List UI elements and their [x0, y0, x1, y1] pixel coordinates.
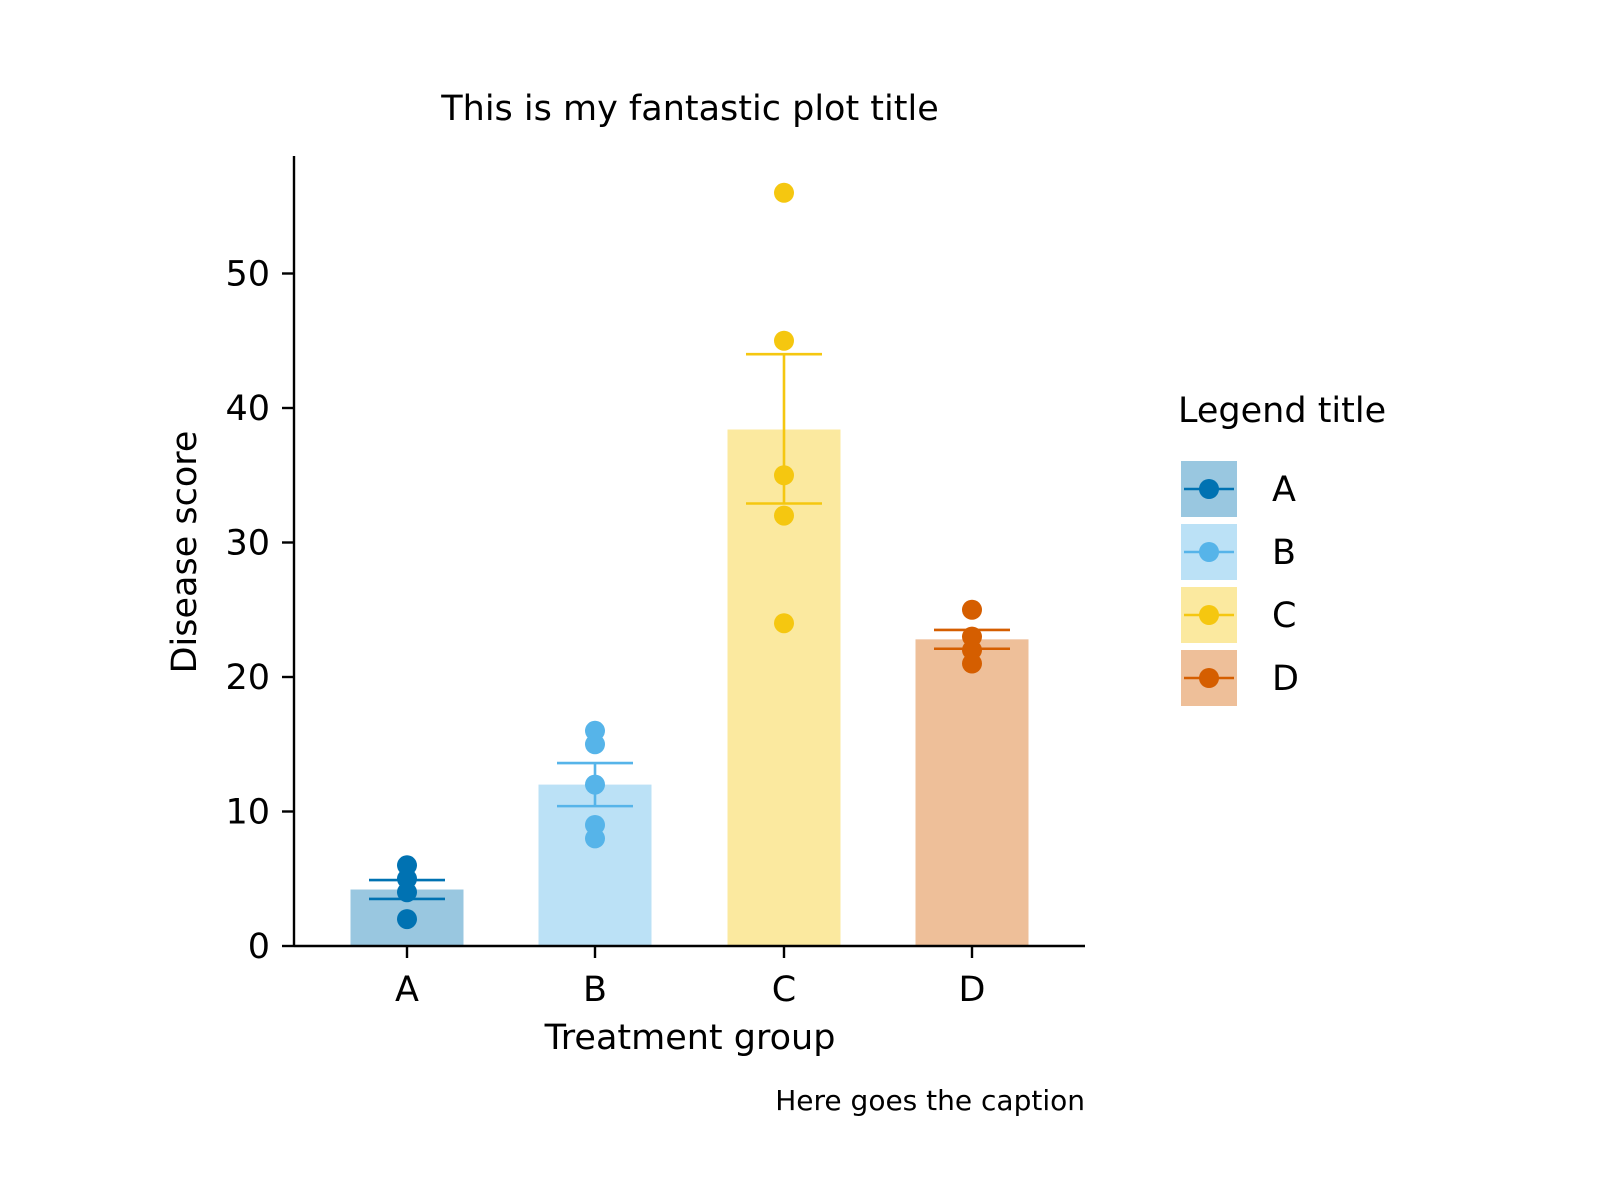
x-tick-label: B — [583, 970, 607, 1010]
legend-key-point — [1199, 479, 1219, 499]
chart-title: This is my fantastic plot title — [440, 89, 938, 129]
data-point-a — [397, 882, 417, 903]
legend-item-b: B — [1181, 524, 1296, 580]
y-tick-label: 10 — [225, 793, 270, 833]
y-tick-label: 30 — [225, 524, 270, 564]
bar-b — [538, 784, 652, 946]
data-points — [397, 182, 982, 930]
legend-item-d: D — [1181, 650, 1299, 706]
legend-label: A — [1272, 470, 1296, 510]
y-axis-label: Disease score — [165, 431, 205, 674]
data-point-b — [585, 734, 605, 755]
x-axis-label: Treatment group — [544, 1018, 836, 1058]
x-tick-label: A — [395, 970, 419, 1010]
data-point-a — [397, 909, 417, 930]
legend-key-point — [1199, 542, 1219, 562]
data-point-d — [962, 599, 982, 620]
legend-label: D — [1272, 659, 1299, 699]
legend-title: Legend title — [1178, 391, 1386, 431]
legend-item-c: C — [1181, 587, 1296, 643]
x-tick-label: D — [959, 970, 986, 1010]
data-point-b — [585, 774, 605, 795]
data-point-d — [962, 653, 982, 674]
x-axis: A B C D — [294, 944, 1085, 1010]
data-point-c — [774, 330, 794, 351]
y-tick-label: 0 — [248, 927, 270, 967]
x-tick-label: C — [772, 970, 796, 1010]
y-tick-label: 20 — [225, 658, 270, 698]
data-point-c — [774, 465, 794, 486]
y-axis: 0 10 20 30 40 50 — [225, 156, 296, 967]
legend-label: B — [1272, 533, 1296, 573]
legend-label: C — [1272, 596, 1296, 636]
caption: Here goes the caption — [775, 1084, 1085, 1117]
y-tick-label: 40 — [225, 389, 270, 429]
data-point-c — [774, 613, 794, 634]
bar-d — [915, 639, 1029, 946]
y-tick-label: 50 — [225, 255, 270, 295]
legend-key-point — [1199, 668, 1219, 688]
legend-key-point — [1199, 605, 1219, 625]
legend-item-a: A — [1181, 461, 1296, 517]
data-point-c — [774, 505, 794, 526]
data-point-b — [585, 828, 605, 849]
bars — [350, 429, 1029, 946]
error-bars — [369, 352, 1010, 901]
data-point-c — [774, 182, 794, 203]
